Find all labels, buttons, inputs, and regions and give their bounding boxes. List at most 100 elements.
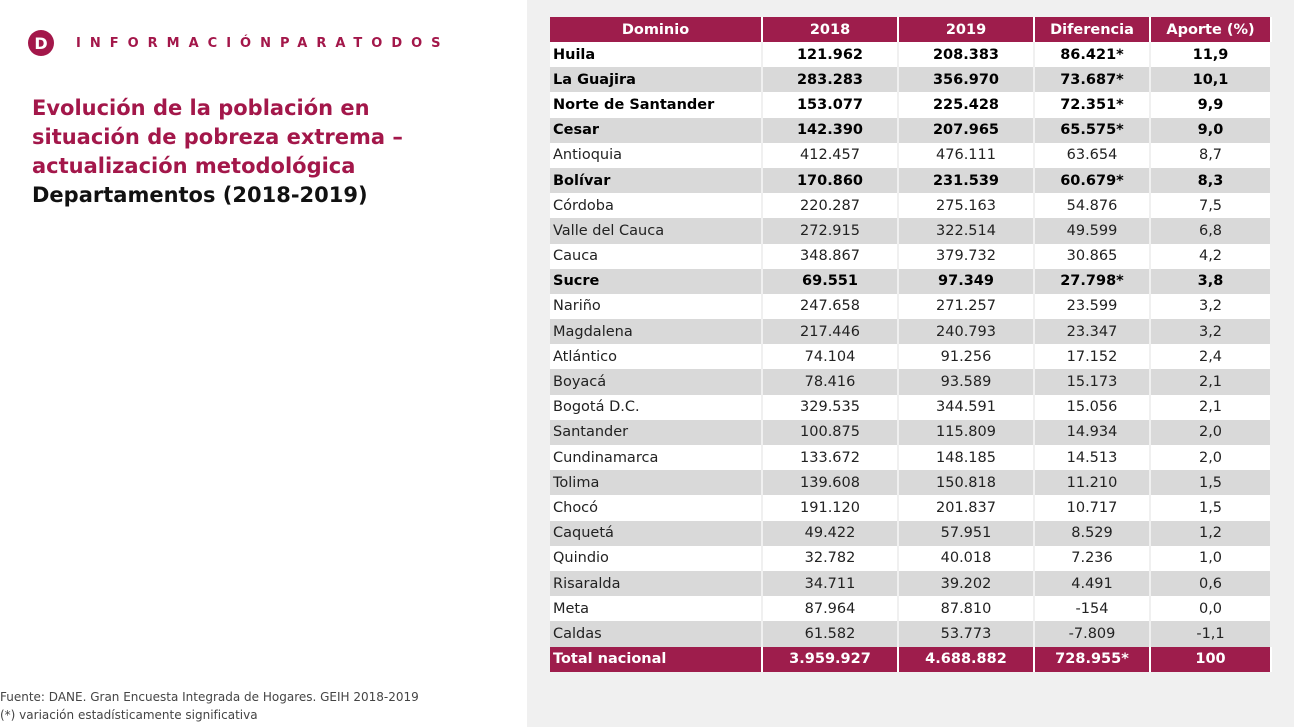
- table-cell: 15.056: [1034, 394, 1151, 420]
- table-cell: 72.351*: [1034, 92, 1151, 118]
- table-row: Córdoba 220.287 275.163 54.876 7,5: [550, 193, 1272, 219]
- table-cell: 271.257: [898, 293, 1035, 320]
- table-cell: 329.535: [762, 394, 899, 420]
- table-cell: Córdoba: [550, 193, 763, 219]
- table-row: Huila 121.962 208.383 86.421* 11,9: [550, 42, 1272, 68]
- table-cell: 344.591: [898, 394, 1035, 420]
- total-cell: 4.688.882: [898, 646, 1035, 672]
- table-cell: 60.679*: [1034, 167, 1151, 194]
- table-row: Bolívar 170.860 231.539 60.679* 8,3: [550, 167, 1272, 194]
- table-cell: -7.809: [1034, 621, 1151, 647]
- table-cell: Risaralda: [550, 570, 763, 597]
- total-cell: Total nacional: [550, 646, 763, 672]
- total-cell: 100: [1150, 646, 1272, 672]
- table-cell: 139.608: [762, 470, 899, 496]
- table-cell: 247.658: [762, 293, 899, 320]
- table-cell: 14.934: [1034, 419, 1151, 445]
- table-cell: 0,0: [1150, 596, 1272, 622]
- table-cell: 170.860: [762, 167, 899, 194]
- table-row: Caquetá 49.422 57.951 8.529 1,2: [550, 520, 1272, 546]
- table-cell: 231.539: [898, 167, 1035, 194]
- header-cell: 2018: [762, 17, 899, 42]
- table-cell: 2,0: [1150, 445, 1272, 471]
- table-cell: 49.599: [1034, 218, 1151, 244]
- table-cell: 217.446: [762, 319, 899, 345]
- table-cell: 207.965: [898, 117, 1035, 143]
- table-cell: Valle del Cauca: [550, 218, 763, 244]
- table-cell: Bogotá D.C.: [550, 394, 763, 420]
- table-row: Caldas 61.582 53.773 -7.809 -1,1: [550, 621, 1272, 647]
- table-row: Meta 87.964 87.810 -154 0,0: [550, 596, 1272, 622]
- source: Fuente: DANE. Gran Encuesta Integrada de…: [0, 690, 419, 704]
- table-cell: 8,7: [1150, 142, 1272, 168]
- table-cell: 476.111: [898, 142, 1035, 168]
- table-cell: 4,2: [1150, 243, 1272, 269]
- table-cell: -154: [1034, 596, 1151, 622]
- table-cell: 3,2: [1150, 293, 1272, 320]
- header-cell: Aporte (%): [1150, 17, 1272, 42]
- table-cell: 1,0: [1150, 545, 1272, 571]
- table-cell: 34.711: [762, 570, 899, 597]
- table-cell: 0,6: [1150, 570, 1272, 597]
- table-cell: 53.773: [898, 621, 1035, 647]
- table-cell: Cauca: [550, 243, 763, 269]
- table-cell: 8,3: [1150, 167, 1272, 194]
- table-cell: 275.163: [898, 193, 1035, 219]
- table-cell: 2,1: [1150, 369, 1272, 395]
- table-cell: 69.551: [762, 268, 899, 294]
- table-cell: 9,9: [1150, 92, 1272, 118]
- title: Evolución de la población en situación d…: [32, 94, 452, 210]
- note: (*) variación estadísticamente significa…: [0, 708, 258, 722]
- table-cell: 11,9: [1150, 42, 1272, 68]
- table-row: Boyacá 78.416 93.589 15.173 2,1: [550, 369, 1272, 395]
- table-cell: 379.732: [898, 243, 1035, 269]
- table-body: Huila 121.962 208.383 86.421* 11,9 La Guajira…: [550, 42, 1272, 672]
- table-cell: 57.951: [898, 520, 1035, 546]
- table-cell: 142.390: [762, 117, 899, 143]
- table-row: Magdalena 217.446 240.793 23.347 3,2: [550, 319, 1272, 345]
- table-cell: 283.283: [762, 67, 899, 93]
- brand-text: INFORMACIÓNPARATODOS: [76, 35, 450, 51]
- table-cell: 322.514: [898, 218, 1035, 244]
- table-row: Valle del Cauca 272.915 322.514 49.599 6,8: [550, 218, 1272, 244]
- table-cell: 3,8: [1150, 268, 1272, 294]
- table-cell: Huila: [550, 42, 763, 68]
- table-cell: 356.970: [898, 67, 1035, 93]
- table-cell: 23.599: [1034, 293, 1151, 320]
- table-cell: 4.491: [1034, 570, 1151, 597]
- table-cell: Quindio: [550, 545, 763, 571]
- table-cell: 272.915: [762, 218, 899, 244]
- table-cell: 63.654: [1034, 142, 1151, 168]
- table-cell: 15.173: [1034, 369, 1151, 395]
- table-cell: Boyacá: [550, 369, 763, 395]
- table-row: Cundinamarca 133.672 148.185 14.513 2,0: [550, 445, 1272, 471]
- table-cell: 54.876: [1034, 193, 1151, 219]
- table-row: Nariño 247.658 271.257 23.599 3,2: [550, 293, 1272, 320]
- table-cell: Norte de Santander: [550, 92, 763, 118]
- table-cell: 208.383: [898, 42, 1035, 68]
- brand: D INFORMACIÓNPARATODOS: [28, 30, 450, 56]
- table-cell: 78.416: [762, 369, 899, 395]
- table-cell: 9,0: [1150, 117, 1272, 143]
- table-row: La Guajira 283.283 356.970 73.687* 10,1: [550, 67, 1272, 93]
- table-cell: 91.256: [898, 344, 1035, 370]
- table-cell: 40.018: [898, 545, 1035, 571]
- table-cell: Bolívar: [550, 167, 763, 194]
- table-row: Norte de Santander 153.077 225.428 72.351* 9…: [550, 92, 1272, 118]
- table-cell: Nariño: [550, 293, 763, 320]
- table-cell: 191.120: [762, 495, 899, 521]
- logo: D: [28, 30, 54, 56]
- table-cell: 23.347: [1034, 319, 1151, 345]
- table-cell: 30.865: [1034, 243, 1151, 269]
- header-cell: Diferencia: [1034, 17, 1151, 42]
- data-table: Dominio 2018 2019 Diferencia Aporte (%) Huil…: [550, 17, 1272, 672]
- table-cell: 2,1: [1150, 394, 1272, 420]
- title-main: Evolución de la población en situación d…: [32, 96, 403, 178]
- table-cell: Meta: [550, 596, 763, 622]
- table-cell: 87.810: [898, 596, 1035, 622]
- table-cell: Tolima: [550, 470, 763, 496]
- table-cell: 10.717: [1034, 495, 1151, 521]
- table-cell: 61.582: [762, 621, 899, 647]
- table-row: Atlántico 74.104 91.256 17.152 2,4: [550, 344, 1272, 370]
- title-sub: Departamentos (2018-2019): [32, 183, 368, 207]
